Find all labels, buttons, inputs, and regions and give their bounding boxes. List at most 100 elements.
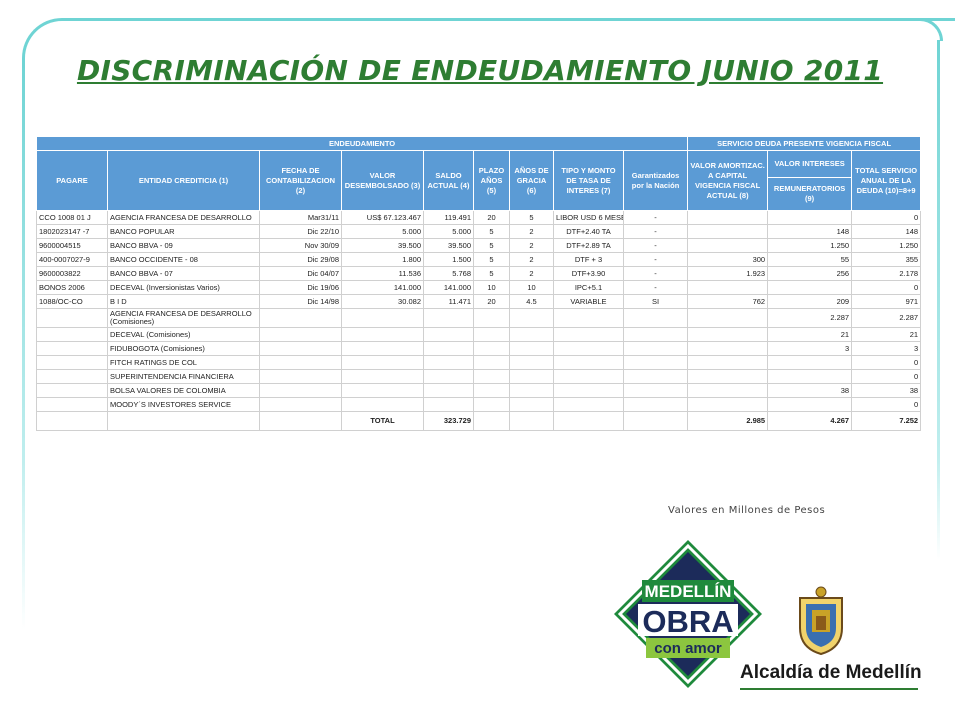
table-row: FIDUBOGOTA (Comisiones) 3 3 xyxy=(36,341,922,356)
cell-saldo xyxy=(423,369,474,384)
alcaldia-underline xyxy=(740,688,918,690)
cell-gracia: 2 xyxy=(509,252,554,267)
table-row: DECEVAL (Comisiones) 21 21 xyxy=(36,327,922,342)
cell-intereses: 2.287 xyxy=(767,308,853,328)
cell-plazo xyxy=(473,397,510,412)
cell-valor xyxy=(341,327,424,342)
cell-pagare xyxy=(36,308,108,328)
table-row: BOLSA VALORES DE COLOMBIA 38 38 xyxy=(36,383,922,398)
cell-gracia: 2 xyxy=(509,238,554,253)
total-saldo: 323.729 xyxy=(423,411,474,431)
frame-left-line xyxy=(22,60,25,630)
debt-table: ENDEUDAMIENTO SERVICIO DEUDA PRESENTE VI… xyxy=(35,136,922,431)
cell-pagare xyxy=(36,369,108,384)
cell-entidad: BANCO POPULAR xyxy=(107,224,260,239)
cell-pagare: 9600004515 xyxy=(36,238,108,253)
cell-valor xyxy=(341,308,424,328)
cell-empty xyxy=(509,411,554,431)
table-row: 9600004515 BANCO BBVA - 09 Nov 30/09 39.500… xyxy=(36,238,922,253)
cell-total: 971 xyxy=(851,294,922,309)
cell-valor: 5.000 xyxy=(341,224,424,239)
cell-garantizados: - xyxy=(622,266,689,281)
cell-total: 0 xyxy=(851,397,922,412)
column-header-row: PAGARE ENTIDAD CREDITICIA (1) FECHA DE C… xyxy=(36,150,922,211)
cell-fecha: Dic 22/10 xyxy=(259,224,342,239)
cell-saldo: 119.491 xyxy=(423,210,474,225)
cell-gracia xyxy=(509,308,554,328)
group-header-row: ENDEUDAMIENTO SERVICIO DEUDA PRESENTE VI… xyxy=(35,136,922,151)
cell-entidad: BANCO BBVA - 09 xyxy=(107,238,260,253)
header-amortiz: VALOR AMORTIZAC. A CAPITAL VIGENCIA FISC… xyxy=(687,150,769,211)
cell-amortiz xyxy=(687,210,769,225)
cell-plazo xyxy=(473,341,510,356)
cell-intereses xyxy=(767,280,853,295)
cell-fecha: Dic 29/08 xyxy=(259,252,342,267)
cell-pagare xyxy=(36,355,108,370)
cell-tipo: DTF+3.90 xyxy=(553,266,624,281)
cell-amortiz xyxy=(687,308,769,328)
cell-entidad: MOODY´S INVESTORES SERVICE xyxy=(107,397,260,412)
cell-empty xyxy=(622,411,689,431)
header-fecha: FECHA DE CONTABILIZACION (2) xyxy=(259,150,342,211)
cell-total: 148 xyxy=(851,224,922,239)
cell-empty xyxy=(259,411,342,431)
cell-amortiz: 300 xyxy=(687,252,769,267)
cell-total: 2.178 xyxy=(851,266,922,281)
cell-saldo xyxy=(423,308,474,328)
cell-total: 0 xyxy=(851,210,922,225)
cell-gracia xyxy=(509,397,554,412)
cell-intereses: 209 xyxy=(767,294,853,309)
cell-intereses: 148 xyxy=(767,224,853,239)
logo-text-conamor: con amor xyxy=(654,640,722,657)
cell-garantizados xyxy=(622,355,689,370)
coat-of-arms-icon xyxy=(799,586,843,656)
table-row: CCO 1008 01 J AGENCIA FRANCESA DE DESARRO… xyxy=(36,210,922,225)
medellin-obra-logo: MEDELLÍN OBRA con amor xyxy=(614,540,762,688)
cell-entidad: DECEVAL (Comisiones) xyxy=(107,327,260,342)
cell-plazo: 5 xyxy=(473,224,510,239)
cell-garantizados xyxy=(622,383,689,398)
cell-intereses xyxy=(767,210,853,225)
cell-intereses xyxy=(767,355,853,370)
cell-entidad: BOLSA VALORES DE COLOMBIA xyxy=(107,383,260,398)
logo-text-medellin: MEDELLÍN xyxy=(645,582,732,601)
table-row: BONOS 2006 DECEVAL (Inversionistas Varios… xyxy=(36,280,922,295)
cell-plazo: 20 xyxy=(473,294,510,309)
cell-plazo: 20 xyxy=(473,210,510,225)
cell-intereses: 1.250 xyxy=(767,238,853,253)
cell-plazo xyxy=(473,327,510,342)
table-row: MOODY´S INVESTORES SERVICE 0 xyxy=(36,397,922,412)
group-header-servicio: SERVICIO DEUDA PRESENTE VIGENCIA FISCAL xyxy=(687,136,922,151)
cell-plazo xyxy=(473,369,510,384)
table-row: FITCH RATINGS DE COL 0 xyxy=(36,355,922,370)
cell-fecha xyxy=(259,355,342,370)
cell-garantizados: - xyxy=(622,224,689,239)
cell-tipo xyxy=(553,397,624,412)
cell-pagare: BONOS 2006 xyxy=(36,280,108,295)
cell-garantizados: - xyxy=(622,210,689,225)
cell-valor xyxy=(341,341,424,356)
header-gracia: AÑOS DE GRACIA (6) xyxy=(509,150,554,211)
cell-amortiz xyxy=(687,397,769,412)
cell-pagare xyxy=(36,383,108,398)
cell-tipo xyxy=(553,327,624,342)
header-tipo: TIPO Y MONTO DE TASA DE INTERES (7) xyxy=(553,150,624,211)
header-plazo: PLAZO AÑOS (5) xyxy=(473,150,510,211)
cell-gracia xyxy=(509,383,554,398)
cell-fecha xyxy=(259,369,342,384)
page-title: DISCRIMINACIÓN DE ENDEUDAMIENTO JUNIO 20… xyxy=(76,54,884,87)
cell-valor xyxy=(341,355,424,370)
total-intereses: 4.267 xyxy=(767,411,853,431)
logo-text-obra: OBRA xyxy=(642,604,733,639)
cell-fecha xyxy=(259,327,342,342)
cell-saldo: 141.000 xyxy=(423,280,474,295)
cell-pagare xyxy=(36,341,108,356)
cell-saldo: 5.000 xyxy=(423,224,474,239)
cell-amortiz xyxy=(687,355,769,370)
cell-tipo xyxy=(553,383,624,398)
cell-gracia xyxy=(509,355,554,370)
cell-saldo xyxy=(423,355,474,370)
cell-plazo xyxy=(473,383,510,398)
cell-tipo: DTF+2.40 TA xyxy=(553,224,624,239)
cell-intereses: 55 xyxy=(767,252,853,267)
